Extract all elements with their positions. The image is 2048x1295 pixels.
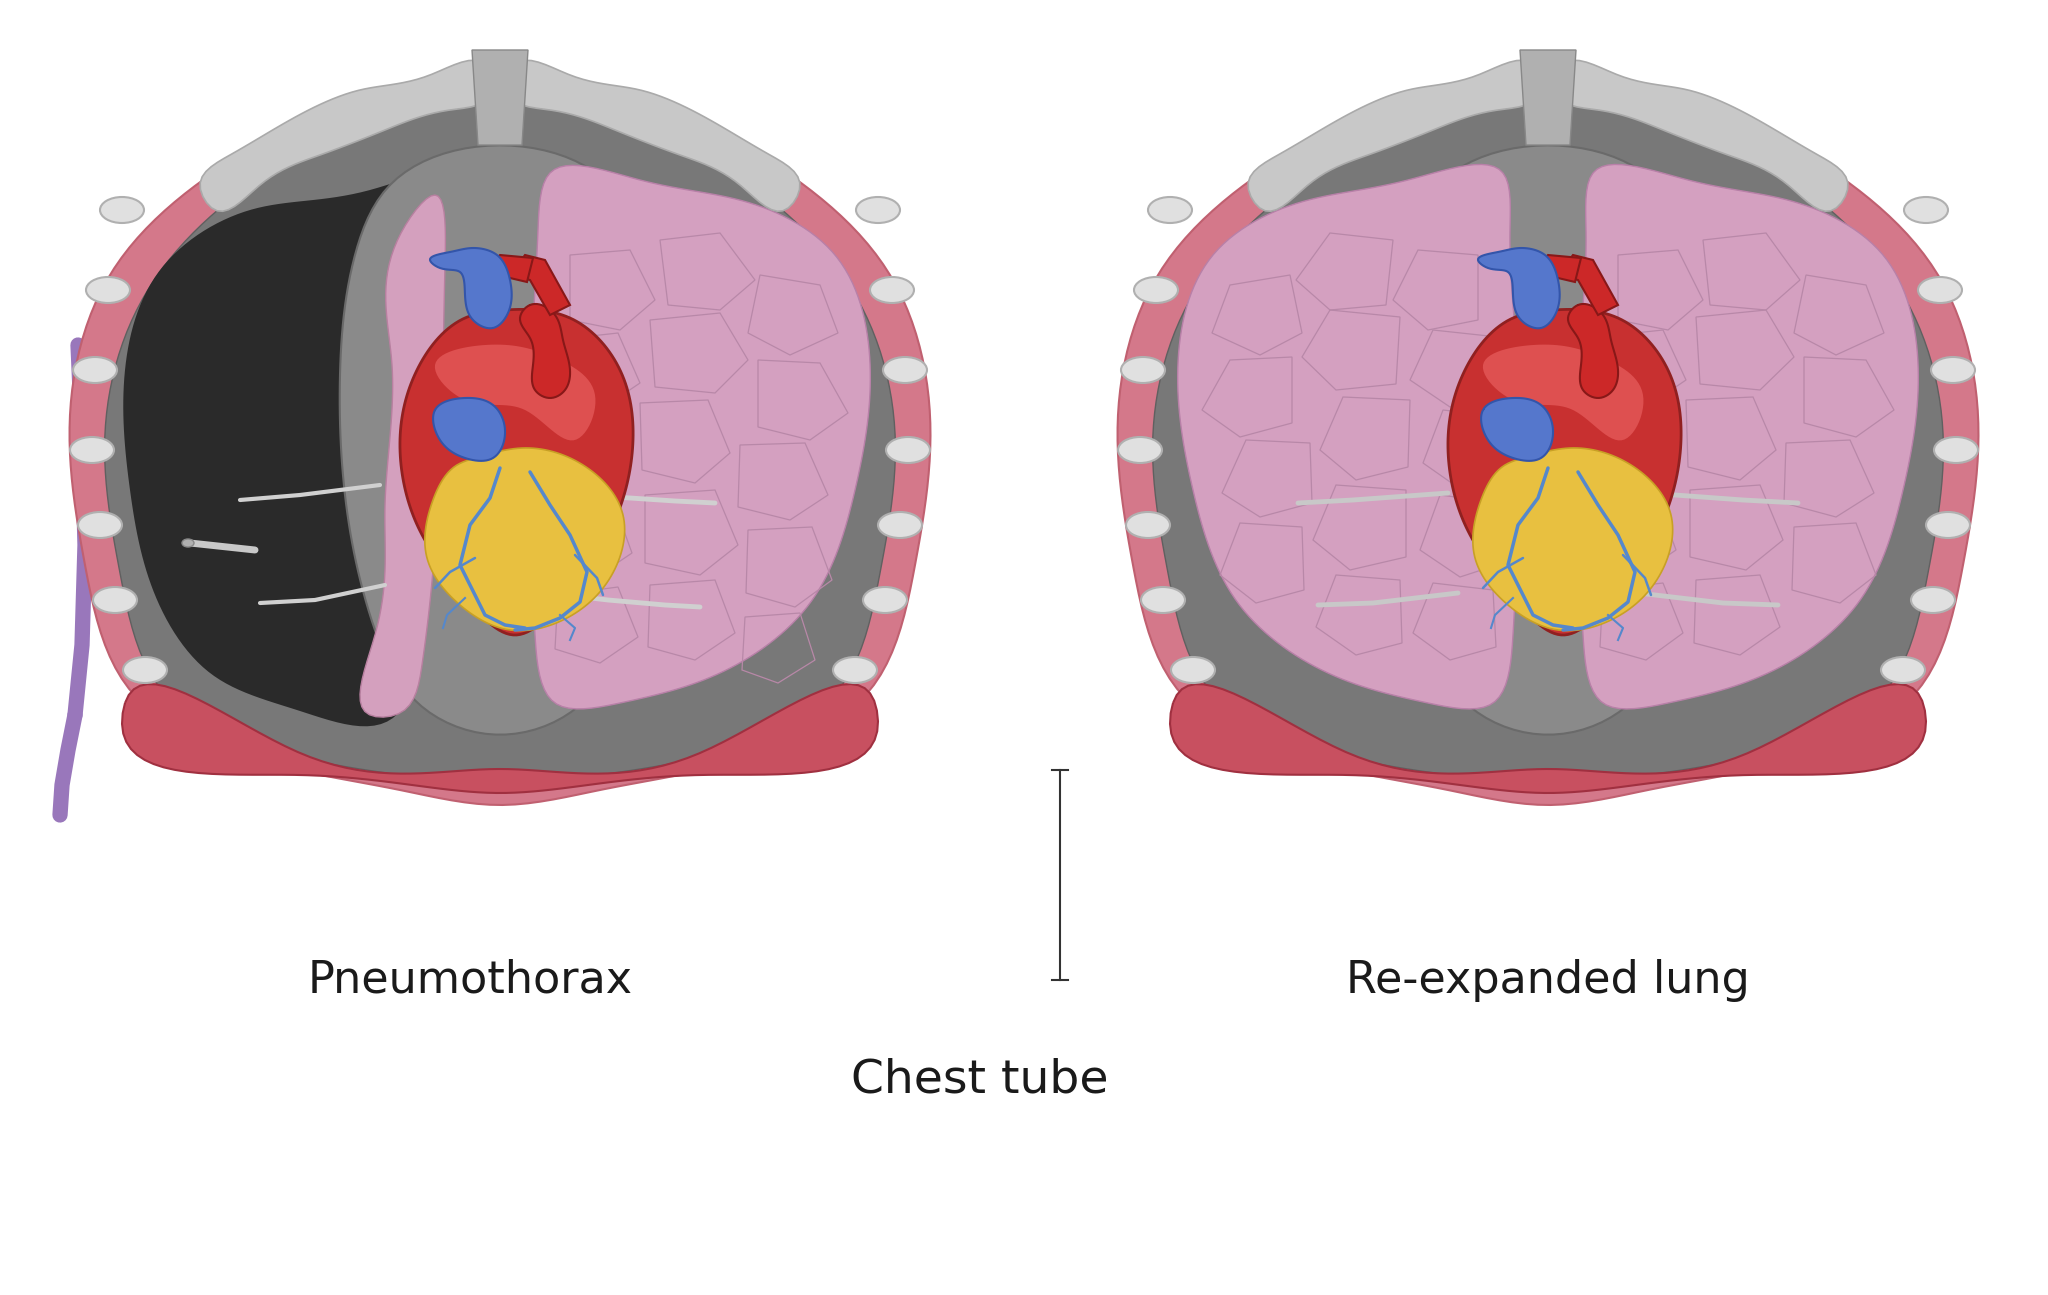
Ellipse shape — [182, 539, 195, 546]
Polygon shape — [201, 61, 492, 211]
Ellipse shape — [86, 277, 129, 303]
Polygon shape — [1178, 164, 1518, 708]
Ellipse shape — [883, 357, 928, 383]
Ellipse shape — [78, 512, 123, 537]
Ellipse shape — [74, 357, 117, 383]
Ellipse shape — [1135, 277, 1178, 303]
Ellipse shape — [100, 197, 143, 223]
Text: Chest tube: Chest tube — [852, 1058, 1108, 1102]
Polygon shape — [1247, 61, 1540, 211]
Ellipse shape — [1141, 587, 1186, 613]
Ellipse shape — [887, 436, 930, 464]
Polygon shape — [1569, 304, 1618, 398]
Polygon shape — [1577, 164, 1919, 708]
Polygon shape — [123, 684, 879, 793]
Polygon shape — [1481, 398, 1552, 461]
Ellipse shape — [1149, 197, 1192, 223]
Polygon shape — [1559, 255, 1618, 315]
Polygon shape — [360, 196, 444, 717]
Polygon shape — [104, 101, 895, 785]
Ellipse shape — [1880, 657, 1925, 682]
Ellipse shape — [1120, 357, 1165, 383]
Polygon shape — [123, 172, 455, 726]
Polygon shape — [430, 249, 512, 329]
Polygon shape — [1389, 145, 1708, 734]
Polygon shape — [432, 398, 506, 461]
Text: Re-expanded lung: Re-expanded lung — [1346, 958, 1749, 1001]
Ellipse shape — [862, 587, 907, 613]
Polygon shape — [434, 344, 596, 440]
Polygon shape — [340, 145, 659, 734]
Ellipse shape — [92, 587, 137, 613]
Ellipse shape — [123, 657, 168, 682]
Polygon shape — [530, 166, 870, 708]
Polygon shape — [489, 255, 532, 282]
Polygon shape — [1556, 61, 1847, 211]
Ellipse shape — [1905, 197, 1948, 223]
Polygon shape — [510, 255, 569, 315]
Ellipse shape — [1931, 357, 1974, 383]
Ellipse shape — [70, 436, 115, 464]
Polygon shape — [424, 448, 625, 631]
Polygon shape — [1473, 448, 1673, 631]
Ellipse shape — [1171, 657, 1214, 682]
Polygon shape — [1479, 249, 1561, 329]
Ellipse shape — [1933, 436, 1978, 464]
Polygon shape — [1169, 684, 1925, 793]
Ellipse shape — [1919, 277, 1962, 303]
Polygon shape — [471, 51, 528, 145]
Text: Pneumothorax: Pneumothorax — [307, 958, 633, 1001]
Ellipse shape — [1118, 436, 1161, 464]
Ellipse shape — [1925, 512, 1970, 537]
Ellipse shape — [834, 657, 877, 682]
Ellipse shape — [856, 197, 899, 223]
Polygon shape — [1153, 101, 1944, 785]
Polygon shape — [70, 75, 930, 805]
Polygon shape — [1483, 344, 1642, 440]
Polygon shape — [1538, 255, 1581, 282]
Ellipse shape — [1911, 587, 1956, 613]
Polygon shape — [399, 310, 633, 635]
Ellipse shape — [870, 277, 913, 303]
Polygon shape — [1520, 51, 1577, 145]
Ellipse shape — [1126, 512, 1169, 537]
Ellipse shape — [879, 512, 922, 537]
Polygon shape — [508, 61, 801, 211]
Polygon shape — [1448, 310, 1681, 635]
Polygon shape — [1118, 75, 1978, 805]
Polygon shape — [520, 304, 569, 398]
